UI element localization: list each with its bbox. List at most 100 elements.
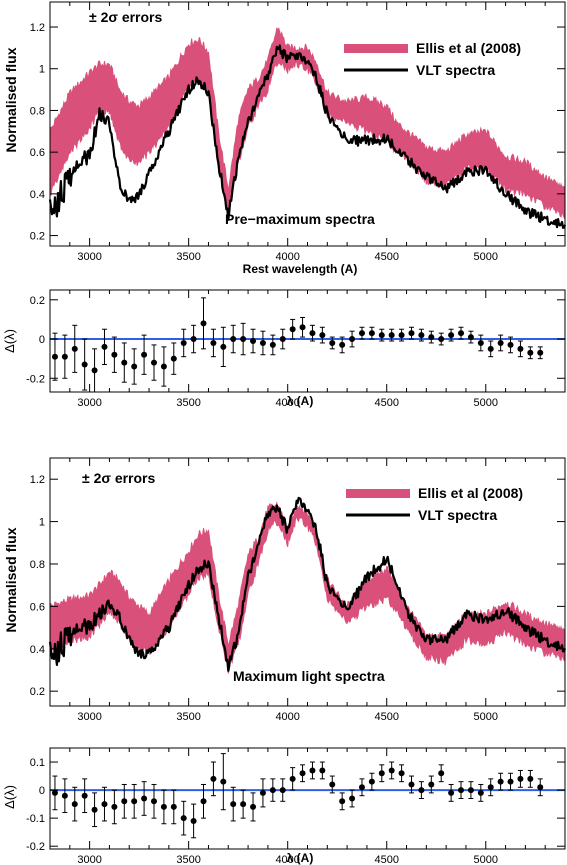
residual-point xyxy=(180,339,187,346)
maximum-light-spectrum-panel: 3000 3500 4000 4500 5000 0.2 0.4 0.6 0.8 1 1.2 ± 2… xyxy=(3,457,567,723)
y-tick-label: 1 xyxy=(39,64,45,76)
legend-label-line: VLT spectra xyxy=(418,507,497,523)
residual-point xyxy=(368,330,375,337)
pre-maximum-spectrum-marks xyxy=(48,27,567,229)
residual-point xyxy=(269,787,276,794)
residual-point xyxy=(309,330,316,337)
residual-point xyxy=(240,336,247,343)
residual-point xyxy=(121,359,128,366)
residual-point xyxy=(210,339,217,346)
residual-point xyxy=(240,801,247,808)
x-tick-label: 4500 xyxy=(374,251,398,263)
residual-point xyxy=(467,787,474,794)
axis-ticks: 3000 3500 4000 4500 5000 -0.2 0 0.2 xyxy=(26,290,566,409)
x-tick-label: 3500 xyxy=(176,854,200,865)
x-tick-label: 5000 xyxy=(474,854,498,865)
plot-frame xyxy=(49,747,566,850)
residual-point xyxy=(487,345,494,352)
x-tick-label: 4000 xyxy=(275,397,299,409)
y-tick-label: -0.1 xyxy=(26,813,45,825)
residual-point xyxy=(358,784,365,791)
residual-point xyxy=(160,803,167,810)
y-tick-label: 0.6 xyxy=(30,601,45,613)
residual-point xyxy=(329,339,336,346)
residual-point xyxy=(527,775,534,782)
y-axis-label: Δ(λ) xyxy=(2,785,17,809)
y-axis-label: Δ(λ) xyxy=(2,329,17,353)
x-tick-label: 5000 xyxy=(474,397,498,409)
residual-point xyxy=(91,806,98,813)
residual-point xyxy=(309,767,316,774)
maximum-light-residual-panel: 3000 3500 4000 4500 5000 -0.2 -0.1 0 0.1 λ (A) Δ… xyxy=(2,747,566,865)
residual-point xyxy=(517,775,524,782)
residual-point xyxy=(160,363,167,370)
residual-point xyxy=(269,341,276,348)
residual-point xyxy=(141,795,148,802)
axis-ticks: 3000 3500 4000 4500 5000 0.2 0.4 0.6 0.8 1 1.2 xyxy=(30,2,566,263)
residual-point xyxy=(250,803,257,810)
y-tick-label: 0.1 xyxy=(30,757,45,769)
residual-point xyxy=(448,789,455,796)
residual-point xyxy=(329,781,336,788)
residual-point xyxy=(190,817,197,824)
residual-point xyxy=(418,787,425,794)
legend-swatch-band xyxy=(344,44,408,53)
residual-point xyxy=(279,787,286,794)
residual-point xyxy=(487,784,494,791)
residual-point xyxy=(339,798,346,805)
x-tick-label: 4500 xyxy=(374,711,398,723)
residual-point xyxy=(398,332,405,339)
x-axis-label: λ (A) xyxy=(287,394,314,408)
residual-point xyxy=(230,336,237,343)
residual-point xyxy=(101,343,108,350)
y-tick-label: 0 xyxy=(39,334,45,346)
x-tick-label: 3500 xyxy=(176,711,200,723)
legend-swatch-band xyxy=(346,489,410,498)
x-axis-label: λ (A) xyxy=(287,851,314,865)
y-tick-label: 0.8 xyxy=(30,559,45,571)
y-axis-label: Normalised flux xyxy=(3,47,19,152)
residual-point xyxy=(51,353,58,360)
residual-point xyxy=(61,353,68,360)
y-tick-label: 0.2 xyxy=(30,231,45,243)
residual-point xyxy=(477,789,484,796)
error-band-area xyxy=(49,501,566,674)
residual-point xyxy=(81,792,88,799)
x-tick-label: 3500 xyxy=(176,397,200,409)
residual-point xyxy=(150,359,157,366)
x-tick-label: 4000 xyxy=(275,711,299,723)
y-tick-label: 0.6 xyxy=(30,147,45,159)
residual-point xyxy=(448,332,455,339)
residual-point xyxy=(458,787,465,794)
residual-point xyxy=(101,801,108,808)
residual-point xyxy=(428,781,435,788)
y-tick-label: 0.4 xyxy=(30,644,45,656)
residual-point xyxy=(517,345,524,352)
error-band-area xyxy=(49,27,566,221)
residual-point xyxy=(408,781,415,788)
errors-label: ± 2σ errors xyxy=(82,470,156,486)
residual-point xyxy=(537,784,544,791)
residual-point xyxy=(150,798,157,805)
residual-point xyxy=(111,803,118,810)
pre-maximum-residual-marks xyxy=(50,297,565,393)
errors-label: ± 2σ errors xyxy=(89,9,163,25)
residual-point xyxy=(71,345,78,352)
x-tick-label: 4000 xyxy=(275,251,299,263)
residual-point xyxy=(349,336,356,343)
residual-point xyxy=(141,351,148,358)
y-tick-label: 0.2 xyxy=(30,686,45,698)
pre-maximum-residual-panel: 3000 3500 4000 4500 5000 -0.2 0 0.2 λ (A) Δ(λ) xyxy=(2,289,566,409)
plot-frame xyxy=(49,289,566,393)
residual-point xyxy=(408,330,415,337)
maximum-light-residual-marks xyxy=(50,753,565,839)
axis-ticks: 3000 3500 4000 4500 5000 -0.2 -0.1 0 0.1 xyxy=(26,748,566,865)
residual-point xyxy=(438,770,445,777)
x-axis-label: Rest wavelength (A) xyxy=(243,262,358,276)
residual-point xyxy=(378,332,385,339)
residual-point xyxy=(428,334,435,341)
x-tick-label: 4000 xyxy=(275,854,299,865)
residual-point xyxy=(250,338,257,344)
residual-point xyxy=(81,361,88,368)
y-tick-label: 1 xyxy=(39,517,45,529)
